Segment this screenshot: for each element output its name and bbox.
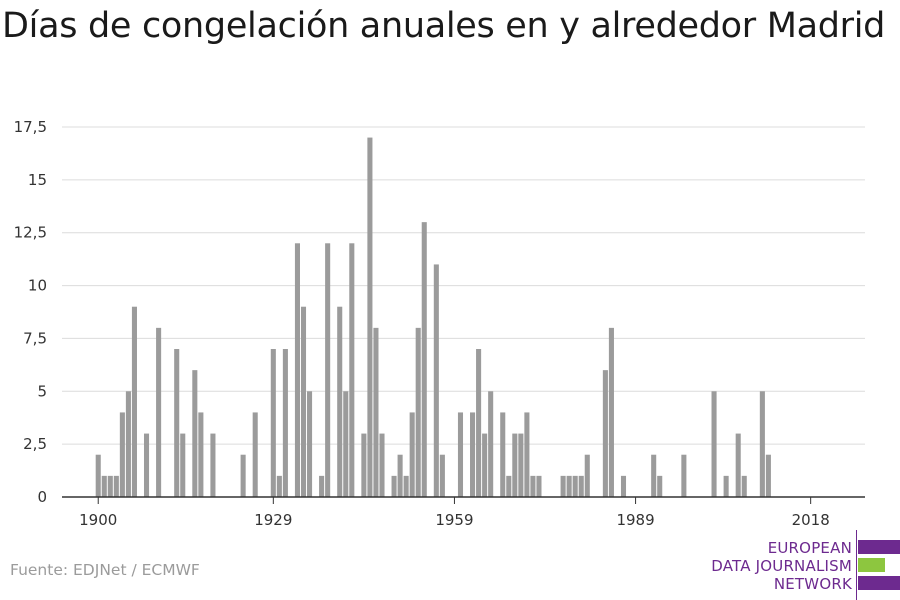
logo-text-european: EUROPEAN [767, 539, 852, 557]
bar [476, 349, 482, 497]
bar [657, 475, 663, 497]
bar [482, 433, 488, 497]
bar [403, 475, 409, 497]
bar [131, 306, 137, 497]
bar [101, 475, 107, 497]
bar [252, 412, 258, 497]
y-tick-label: 0 [37, 488, 47, 506]
bar [566, 475, 572, 497]
bar [325, 243, 331, 497]
bar [337, 306, 343, 497]
y-tick-label: 15 [28, 171, 47, 189]
bar [397, 454, 403, 497]
bar [560, 475, 566, 497]
bar [192, 370, 198, 497]
bar [119, 412, 125, 497]
grid-lines [62, 126, 865, 445]
y-tick-label: 17,5 [14, 118, 47, 136]
bar [373, 327, 379, 497]
bar [409, 412, 415, 497]
bars [95, 137, 771, 497]
bar-chart: 0 2,5 5 7,5 10 12,5 15 17,5 1900 1929 1959 1989 201… [14, 118, 865, 529]
bar [276, 475, 282, 497]
y-tick-label: 5 [37, 382, 47, 400]
bar [608, 327, 614, 497]
bar [759, 391, 765, 497]
bar [651, 454, 657, 497]
bar [512, 433, 518, 497]
bar [530, 475, 536, 497]
x-tick-label: 1989 [616, 511, 654, 529]
bar [711, 391, 717, 497]
bar [415, 327, 421, 497]
bar [578, 475, 584, 497]
bar [113, 475, 119, 497]
source-note: Fuente: EDJNet / ECMWF [10, 561, 200, 579]
bar [524, 412, 530, 497]
bar [125, 391, 131, 497]
bar [620, 475, 627, 497]
bar [367, 137, 373, 497]
bar [349, 243, 355, 497]
bar [294, 243, 300, 497]
bar [536, 475, 542, 497]
bar [433, 264, 439, 497]
bar [343, 391, 349, 497]
bar [421, 222, 427, 497]
bar [470, 412, 476, 497]
y-tick-label: 12,5 [14, 224, 47, 242]
bar [282, 349, 288, 497]
logo-bar-green [858, 558, 885, 572]
bar [391, 475, 397, 497]
bar [681, 454, 687, 497]
x-tick-label: 1900 [79, 511, 117, 529]
logo-text-data-journalism: DATA JOURNALISM [711, 557, 852, 575]
bar [300, 306, 307, 497]
bar [506, 475, 512, 497]
bar [319, 475, 325, 497]
y-axis-ticks: 0 2,5 5 7,5 10 12,5 15 17,5 [14, 118, 47, 506]
bar [735, 433, 741, 497]
bar [500, 412, 506, 497]
y-tick-label: 10 [28, 277, 47, 295]
logo-text-network: NETWORK [773, 575, 852, 593]
x-axis-ticks: 1900 1929 1959 1989 2018 [79, 497, 830, 529]
bar [572, 475, 578, 497]
edjnet-logo[interactable]: EUROPEAN DATA JOURNALISM NETWORK [700, 530, 900, 600]
bar [379, 433, 385, 497]
bar [174, 349, 180, 497]
bar [741, 475, 747, 497]
bar [156, 327, 162, 497]
bar [270, 349, 276, 497]
x-tick-label: 2018 [792, 511, 830, 529]
x-tick-label: 1959 [435, 511, 473, 529]
bar [210, 433, 216, 497]
bar [240, 454, 246, 497]
bar [307, 391, 313, 497]
bar [180, 433, 186, 497]
chart-title: Días de congelación anuales en y alreded… [2, 6, 886, 46]
bar [198, 412, 204, 497]
y-tick-label: 2,5 [23, 435, 47, 453]
bar [361, 433, 367, 497]
y-tick-label: 7,5 [23, 329, 47, 347]
bar [488, 391, 494, 497]
bar [143, 433, 150, 497]
bar [107, 475, 113, 497]
logo-divider [856, 530, 857, 600]
bar [602, 370, 608, 497]
bar [584, 454, 590, 497]
bar [439, 454, 445, 497]
bar [518, 433, 524, 497]
logo-bar-purple-top [858, 540, 900, 554]
logo-bar-purple-bottom [858, 576, 900, 590]
bar [457, 412, 464, 497]
bar [95, 454, 101, 497]
x-tick-label: 1929 [254, 511, 292, 529]
bar [723, 475, 729, 497]
bar [765, 454, 771, 497]
